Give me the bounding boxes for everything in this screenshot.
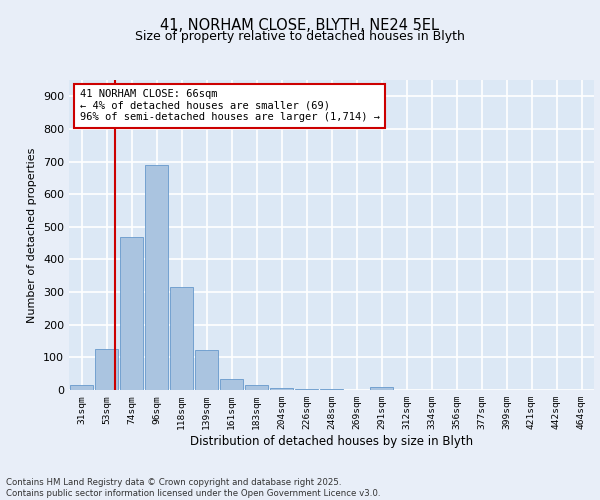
Text: Contains HM Land Registry data © Crown copyright and database right 2025.
Contai: Contains HM Land Registry data © Crown c… [6, 478, 380, 498]
Bar [145, 165, 169, 390]
Bar [245, 385, 268, 390]
Bar [194, 350, 218, 390]
X-axis label: Distribution of detached houses by size in Blyth: Distribution of detached houses by size … [190, 435, 473, 448]
Bar [170, 287, 193, 390]
Bar [70, 385, 94, 390]
Bar [119, 236, 143, 390]
Text: 41 NORHAM CLOSE: 66sqm
← 4% of detached houses are smaller (69)
96% of semi-deta: 41 NORHAM CLOSE: 66sqm ← 4% of detached … [79, 90, 380, 122]
Bar [220, 378, 244, 390]
Y-axis label: Number of detached properties: Number of detached properties [28, 148, 37, 322]
Text: Size of property relative to detached houses in Blyth: Size of property relative to detached ho… [135, 30, 465, 43]
Bar [370, 386, 394, 390]
Bar [95, 349, 118, 390]
Bar [295, 389, 319, 390]
Text: 41, NORHAM CLOSE, BLYTH, NE24 5EL: 41, NORHAM CLOSE, BLYTH, NE24 5EL [161, 18, 439, 32]
Bar [269, 388, 293, 390]
